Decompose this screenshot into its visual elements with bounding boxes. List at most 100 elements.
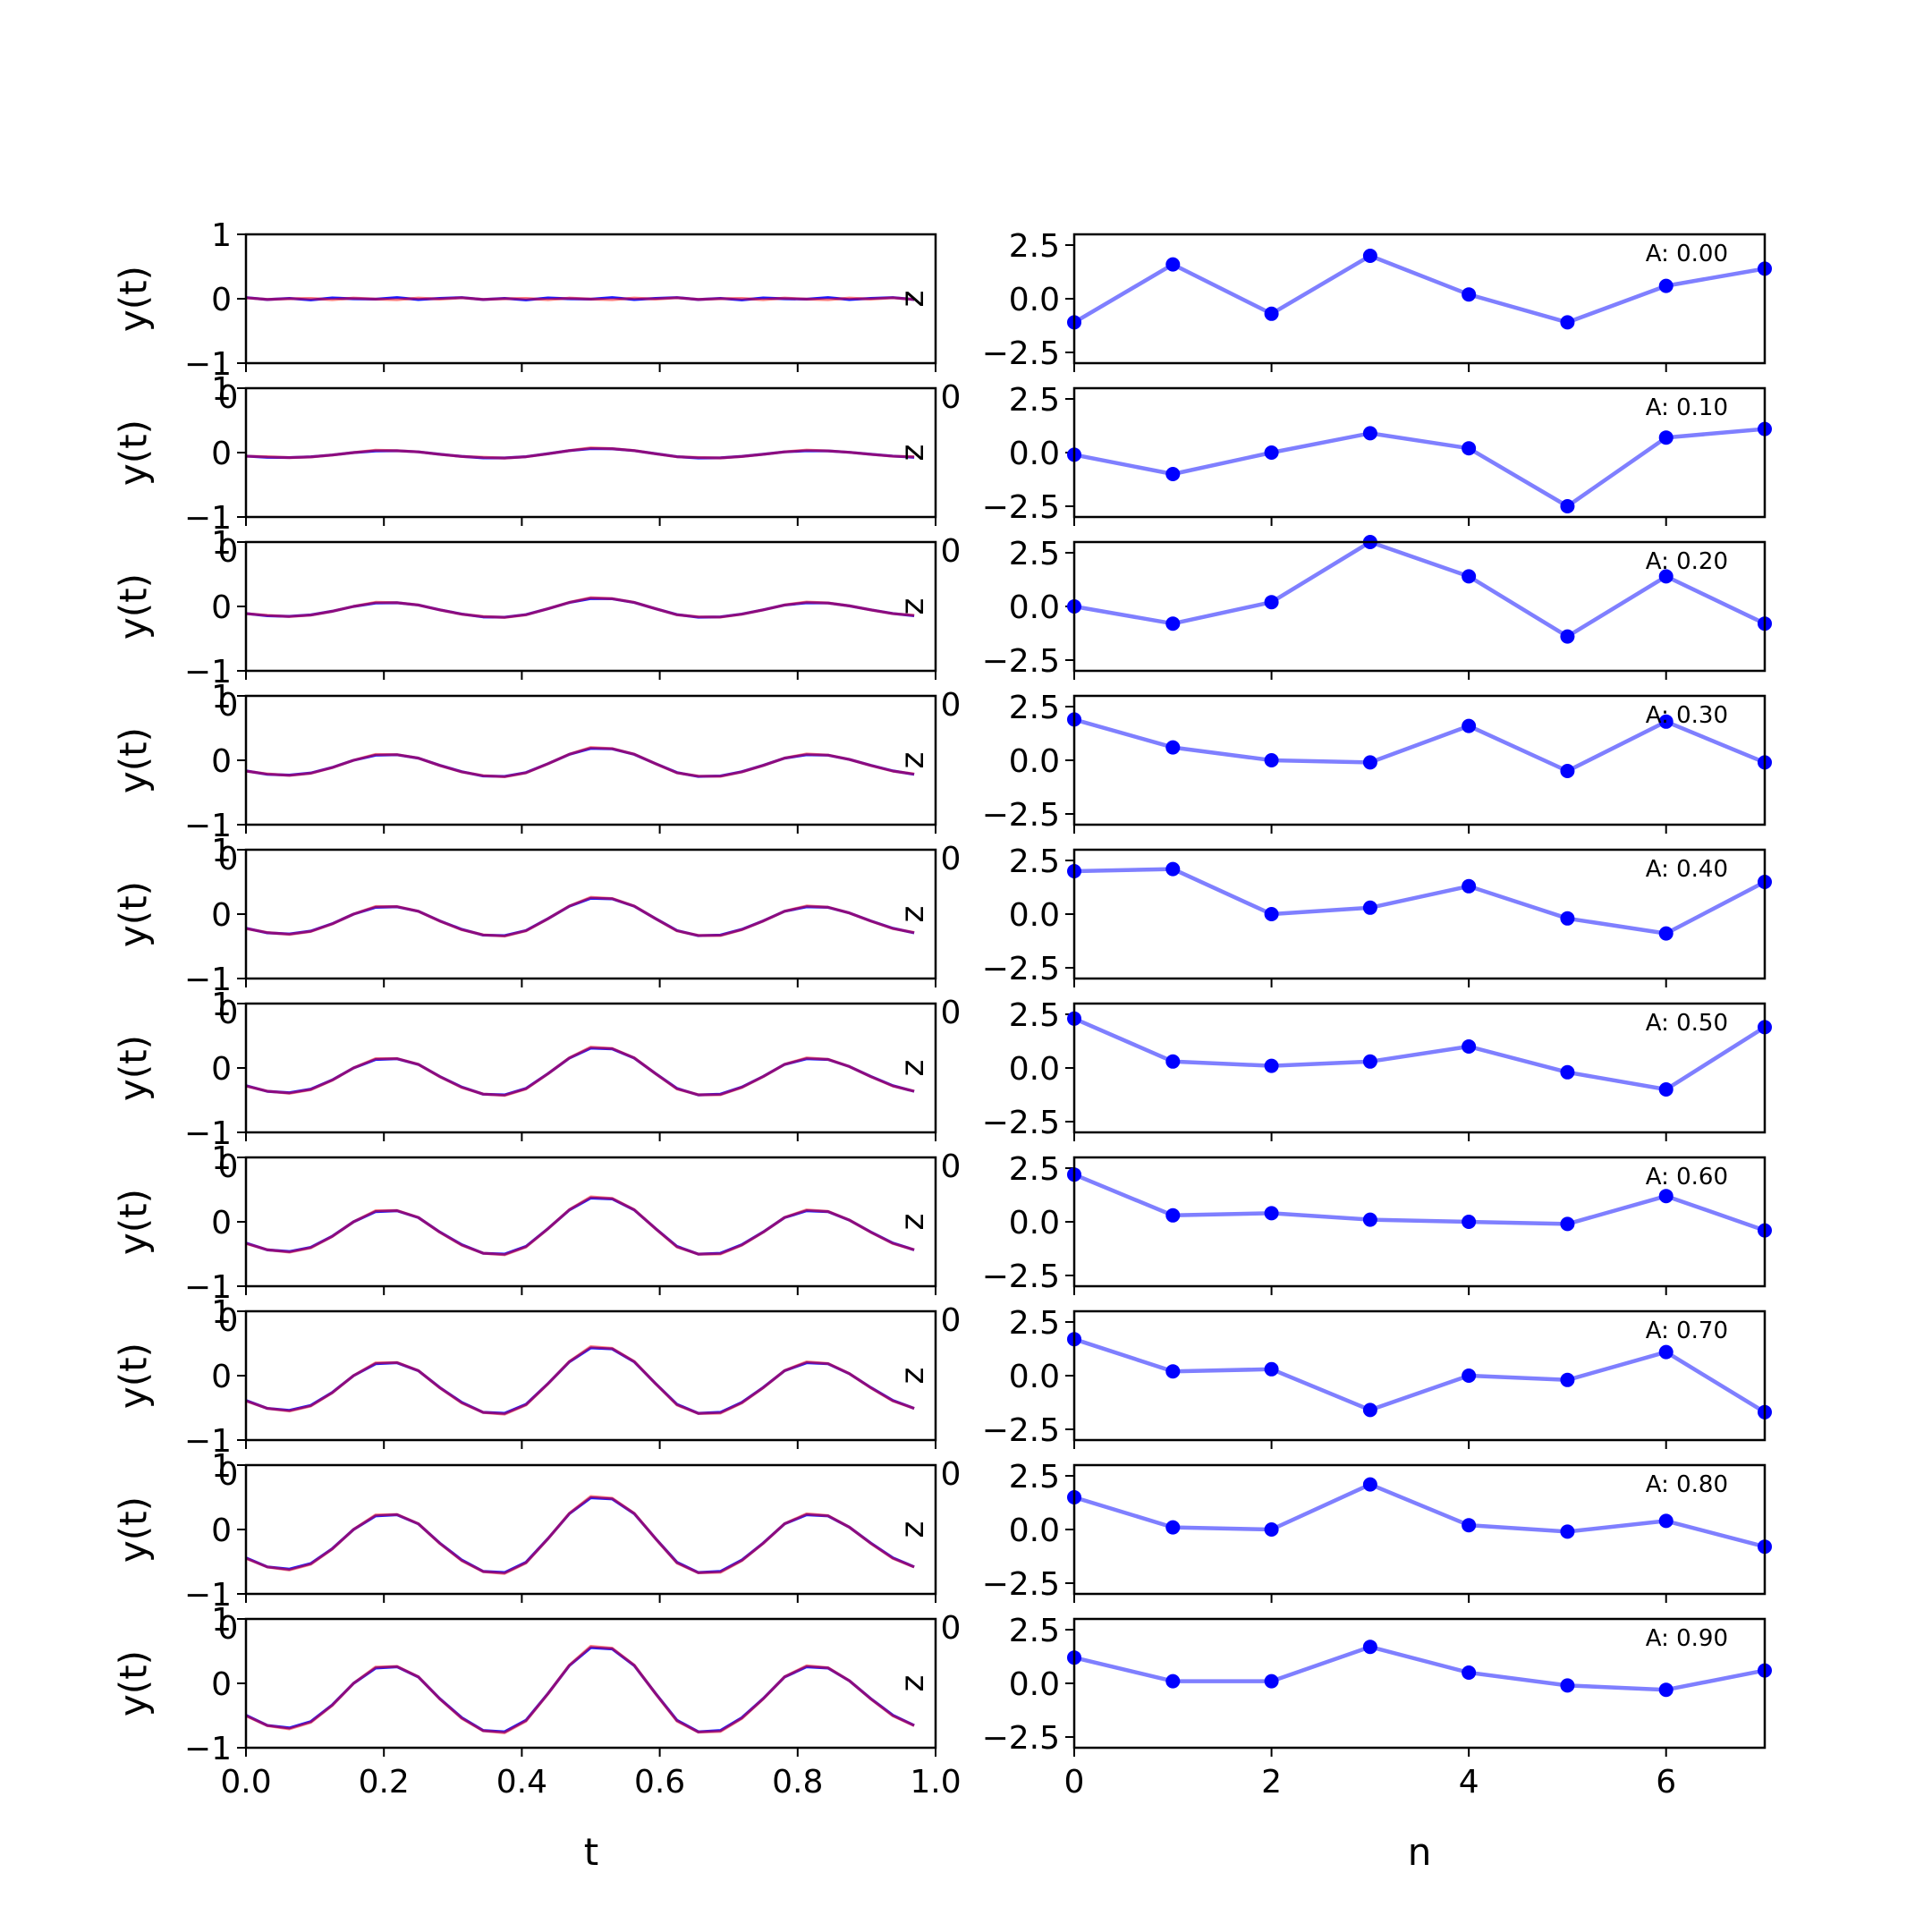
y-tick-label-right: 2.5: [1009, 382, 1060, 419]
y-axis-label-left: y(t): [112, 573, 156, 640]
right-panel-frame: [1072, 848, 1767, 980]
series-line-right: [1073, 1016, 1767, 1092]
left-panel-frame: [244, 386, 937, 519]
y-tick-label-right: 0.0: [1009, 282, 1060, 318]
right-panel-frame: [1072, 540, 1767, 673]
series-line-red: [245, 596, 915, 619]
data-point: [1462, 1368, 1477, 1383]
left-panel-plot-area: [246, 542, 936, 671]
data-point: [1462, 878, 1477, 894]
y-tick-label-right: 2.5: [1009, 843, 1060, 880]
data-point: [1560, 911, 1575, 926]
overlap-label-left: 0: [218, 1610, 239, 1647]
data-point: [1165, 1520, 1181, 1535]
overlap-label-right: 0: [941, 1302, 962, 1339]
x-axis-label-left: t: [584, 1830, 598, 1874]
stray-text-z: z: [894, 1214, 931, 1231]
right-panel-frame: [1072, 1463, 1767, 1596]
series-line-red: [245, 1046, 915, 1097]
y-tick-label-left: −1: [184, 1269, 232, 1306]
series-line-red: [245, 746, 915, 779]
y-tick-label-left: 0: [211, 1513, 232, 1549]
data-point: [1165, 1054, 1181, 1069]
left-panel-plot-area: [246, 1157, 936, 1286]
y-tick-label-left: −1: [184, 962, 232, 998]
y-tick-label-right: 2.5: [1009, 1151, 1060, 1188]
right-panel-4: 2.5 0.0 −2.5 A: 0.40: [982, 843, 1772, 987]
y-tick-label-left: 0: [211, 436, 232, 472]
y-tick-label-left: 1: [211, 987, 232, 1023]
y-tick-label-right: 0.0: [1009, 436, 1060, 472]
overlap-label-left: 0: [218, 687, 239, 724]
data-point: [1362, 426, 1377, 441]
series-line-red: [245, 1195, 915, 1257]
right-panel-9: 2.5 0.0 −2.50 2 4 6 A: 0.90: [982, 1613, 1772, 1801]
data-point: [1560, 629, 1575, 644]
x-tick-label-right: 0: [1064, 1764, 1085, 1801]
y-tick-label-right: 2.5: [1009, 536, 1060, 572]
data-point: [1362, 1640, 1377, 1655]
stray-text-z: z: [894, 445, 931, 462]
right-panel-7: 2.5 0.0 −2.5 A: 0.70: [982, 1305, 1772, 1449]
y-tick-label-right: −2.5: [982, 1412, 1060, 1449]
overlap-label-right: 0: [941, 1148, 962, 1185]
right-panel-frame: [1072, 1617, 1767, 1750]
stray-text-z: z: [894, 906, 931, 923]
y-tick-label-right: −2.5: [982, 1105, 1060, 1141]
right-panel-8: 2.5 0.0 −2.5 A: 0.80: [982, 1459, 1772, 1603]
data-point: [1560, 1678, 1575, 1693]
y-tick-label-left: 0: [211, 1051, 232, 1088]
data-point: [1264, 445, 1279, 460]
stray-text-z: z: [894, 1521, 931, 1538]
data-point: [1560, 1216, 1575, 1232]
data-point: [1362, 1477, 1377, 1492]
y-tick-label-left: 0: [211, 282, 232, 318]
left-panel-frame: [244, 848, 937, 980]
y-tick-label-left: 0: [211, 1205, 232, 1241]
series-line-right: [1073, 427, 1766, 509]
y-tick-label-right: −2.5: [982, 1566, 1060, 1603]
data-point: [1165, 740, 1181, 755]
data-point: [1560, 315, 1575, 330]
overlap-label-left: 0: [218, 533, 239, 570]
right-panel-frame: [1072, 1156, 1767, 1288]
y-tick-label-right: 0.0: [1009, 1051, 1060, 1088]
data-point: [1264, 1674, 1279, 1689]
right-panel-frame: [1072, 1309, 1767, 1442]
data-point: [1658, 1344, 1674, 1360]
series-line-right: [1073, 539, 1766, 639]
y-tick-label-right: −2.5: [982, 797, 1060, 834]
left-panel-plot-area: [246, 850, 936, 979]
data-point: [1560, 1064, 1575, 1080]
x-tick-label-right: 2: [1261, 1764, 1282, 1801]
x-tick-label-right: 6: [1656, 1764, 1676, 1801]
right-panel-frame: [1072, 1002, 1767, 1134]
data-point: [1658, 1189, 1674, 1204]
amplitude-annotation: A: 0.40: [1646, 856, 1728, 883]
stray-text-z: z: [894, 1060, 931, 1077]
y-tick-label-left: 0: [211, 589, 232, 626]
series-line-red: [245, 1345, 915, 1416]
data-point: [1264, 1522, 1279, 1537]
series-line-right: [1073, 1644, 1766, 1692]
data-point: [1560, 1524, 1575, 1539]
x-tick-label-left: 1.0: [910, 1764, 961, 1801]
y-tick-label-left: 1: [211, 1448, 232, 1485]
overlap-label-right: 0: [941, 995, 962, 1031]
left-panel-frame: [244, 1617, 937, 1750]
data-point: [1462, 1215, 1477, 1229]
overlap-label-right: 0: [941, 1610, 962, 1647]
series-line-right: [1073, 717, 1766, 774]
data-point: [1462, 718, 1477, 733]
y-tick-label-left: −1: [184, 346, 232, 383]
stray-text-z: z: [894, 291, 931, 308]
y-axis-label-left: y(t): [112, 419, 156, 486]
data-point: [1658, 1513, 1674, 1529]
overlap-label-right: 0: [941, 1456, 962, 1493]
right-panel-2: 2.5 0.0 −2.5 A: 0.20: [982, 535, 1772, 680]
data-point: [1264, 1058, 1279, 1073]
